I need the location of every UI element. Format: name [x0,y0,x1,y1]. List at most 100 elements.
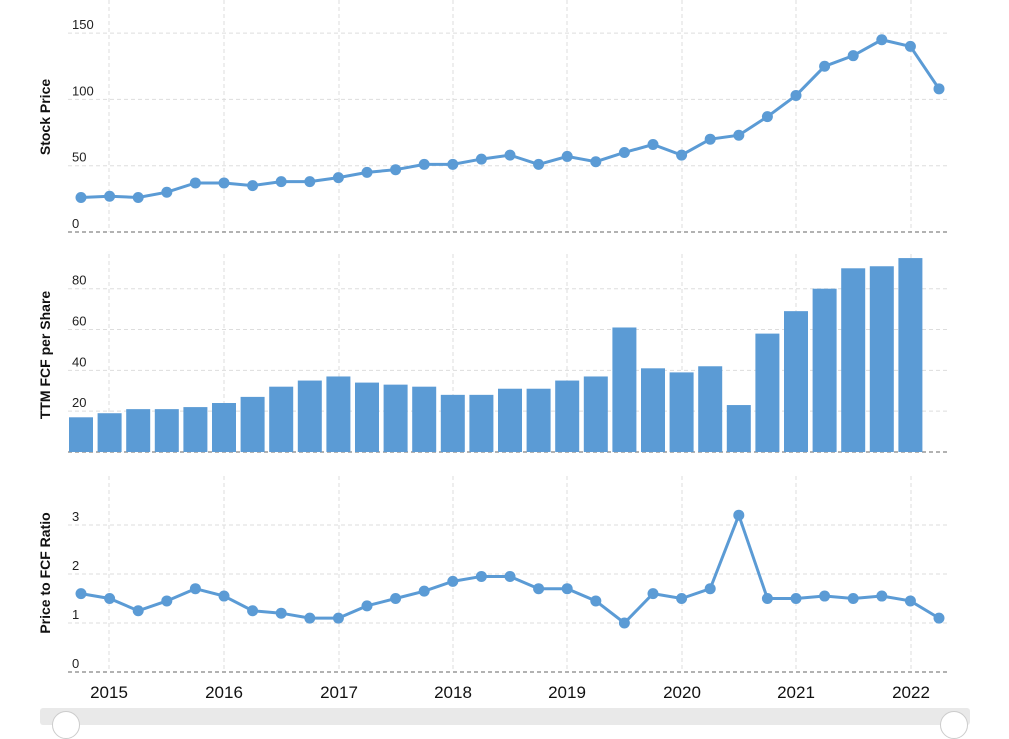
fcf-bar [297,380,322,452]
stock-price-point [533,158,545,170]
x-tick-label: 2019 [548,683,586,702]
stock-price-point [275,176,287,188]
stock-price-point [704,133,716,145]
stock-price-point [819,60,831,72]
x-axis: 2015 2016 2017 2018 2019 2020 2021 2022 [90,683,930,702]
fcf-per-share-ylabel: TTM FCF per Share [37,291,53,420]
price-to-fcf-point [933,612,945,624]
y-tick-label: 0 [72,656,79,671]
price-to-fcf-point [361,600,373,612]
y-tick-label: 20 [72,395,86,410]
price-to-fcf-point [275,607,287,619]
price-to-fcf-point [647,588,659,600]
fcf-bar [154,409,179,452]
fcf-bar [440,394,465,452]
y-tick-label: 50 [72,150,86,165]
x-tick-label: 2021 [777,683,815,702]
fcf-bar [669,372,694,452]
price-to-fcf-point [332,612,344,624]
price-to-fcf-panel: Price to FCF Ratio 0 1 2 3 [37,509,948,673]
x-tick-label: 2018 [434,683,472,702]
price-to-fcf-point [761,593,773,604]
stock-price-point [361,166,373,178]
stock-price-point [561,150,573,162]
price-to-fcf-line [80,510,940,626]
fcf-bar [469,394,494,452]
stock-price-point [790,89,802,101]
stock-price-point [218,177,230,189]
y-tick-label: 80 [72,273,86,288]
x-tick-label: 2020 [663,683,701,702]
fcf-bar [355,382,379,452]
stock-price-point [933,83,945,95]
x-tick-label: 2022 [892,683,930,702]
price-to-fcf-point [390,593,402,604]
price-to-fcf-point [533,583,545,595]
stock-price-point [904,40,916,52]
stock-price-line [80,38,941,200]
price-to-fcf-point [676,593,688,604]
stock-price-point [618,146,630,158]
price-to-fcf-point [819,590,831,602]
price-to-fcf-point [161,595,173,607]
fcf-bar [240,396,265,452]
stock-price-point [304,176,316,188]
fcf-bar [555,380,580,452]
stock-price-point [676,149,688,161]
stock-price-point [390,164,402,176]
y-tick-label: 100 [72,83,94,98]
scroll-right-handle[interactable] [940,711,968,739]
stock-price-point [161,186,173,198]
x-tick-label: 2015 [90,683,128,702]
price-to-fcf-point [847,593,859,604]
price-to-fcf-point [218,590,230,602]
price-to-fcf-point [75,588,87,600]
price-to-fcf-point [704,583,716,595]
fcf-per-share-panel: TTM FCF per Share 020406080 [37,258,948,453]
fcf-bar [841,268,866,452]
stock-price-point [475,153,487,165]
y-tick-label: 40 [72,354,86,369]
price-to-fcf-point [904,595,916,607]
price-to-fcf-point [304,612,316,624]
stock-price-point [876,34,888,46]
y-tick-label: 3 [72,509,79,524]
fcf-bar [212,403,236,452]
y-tick-label: 1 [72,607,79,622]
fcf-bar [612,327,637,452]
fcf-bar [784,311,808,452]
y-tick-label: 2 [72,558,79,573]
price-to-fcf-point [733,509,745,521]
stock-price-point [447,158,459,170]
price-to-fcf-point [418,585,430,597]
price-to-fcf-point [590,595,602,607]
fcf-bar [583,376,608,452]
stock-price-point [104,190,116,202]
fcf-bar [97,413,122,452]
fcf-bar [269,386,294,452]
stock-price-point [504,149,516,161]
y-tick-label: 150 [72,17,94,32]
price-to-fcf-point [504,570,516,582]
price-to-fcf-point [876,590,888,602]
stock-price-point [847,50,859,62]
stock-price-ylabel: Stock Price [37,79,53,155]
stock-price-point [418,158,430,170]
scroll-left-handle[interactable] [52,711,80,739]
range-scrollbar[interactable] [40,708,970,725]
fcf-bar [526,388,551,452]
x-tick-label: 2016 [205,683,243,702]
stock-price-point [132,192,144,204]
price-to-fcf-point [790,593,802,604]
price-to-fcf-point [104,593,116,604]
price-to-fcf-ylabel: Price to FCF Ratio [37,512,53,633]
x-tick-label: 2017 [320,683,358,702]
stock-price-point [590,156,602,168]
fcf-bar [698,366,723,452]
fcf-bar [498,388,522,452]
fcf-bar [641,368,665,452]
fcf-bar [69,417,93,452]
fcf-bar [412,386,437,452]
stock-price-point [761,111,773,123]
